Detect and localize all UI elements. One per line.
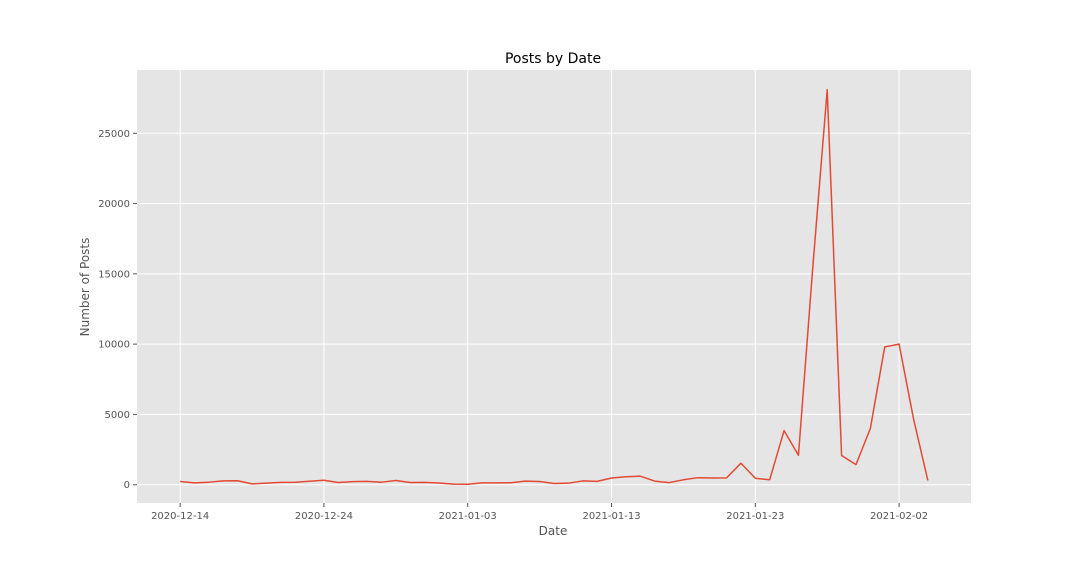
x-tick-label: 2020-12-14 <box>151 511 209 522</box>
x-tick-label: 2021-02-02 <box>870 511 928 522</box>
y-tick-label: 15000 <box>98 269 130 280</box>
y-tick-label: 0 <box>124 480 130 491</box>
chart-title: Posts by Date <box>505 51 601 67</box>
y-tick-label: 5000 <box>105 410 130 421</box>
y-axis-ticks: 0 5000 10000 15000 20000 25000 <box>98 129 137 491</box>
y-tick-label: 25000 <box>98 129 130 140</box>
y-tick-label: 20000 <box>98 199 130 210</box>
x-tick-label: 2020-12-24 <box>295 511 353 522</box>
x-tick-label: 2021-01-13 <box>582 511 640 522</box>
y-axis-label: Number of Posts <box>78 238 92 337</box>
x-tick-label: 2021-01-03 <box>439 511 497 522</box>
x-axis-label: Date <box>539 524 568 538</box>
y-tick-label: 10000 <box>98 340 130 351</box>
x-axis-ticks: 2020-12-14 2020-12-24 2021-01-03 2021-01-13… <box>151 503 928 522</box>
x-tick-label: 2021-01-23 <box>726 511 784 522</box>
plot-area <box>137 70 971 503</box>
series-line-0 <box>180 88 929 486</box>
series-layer <box>180 88 929 486</box>
